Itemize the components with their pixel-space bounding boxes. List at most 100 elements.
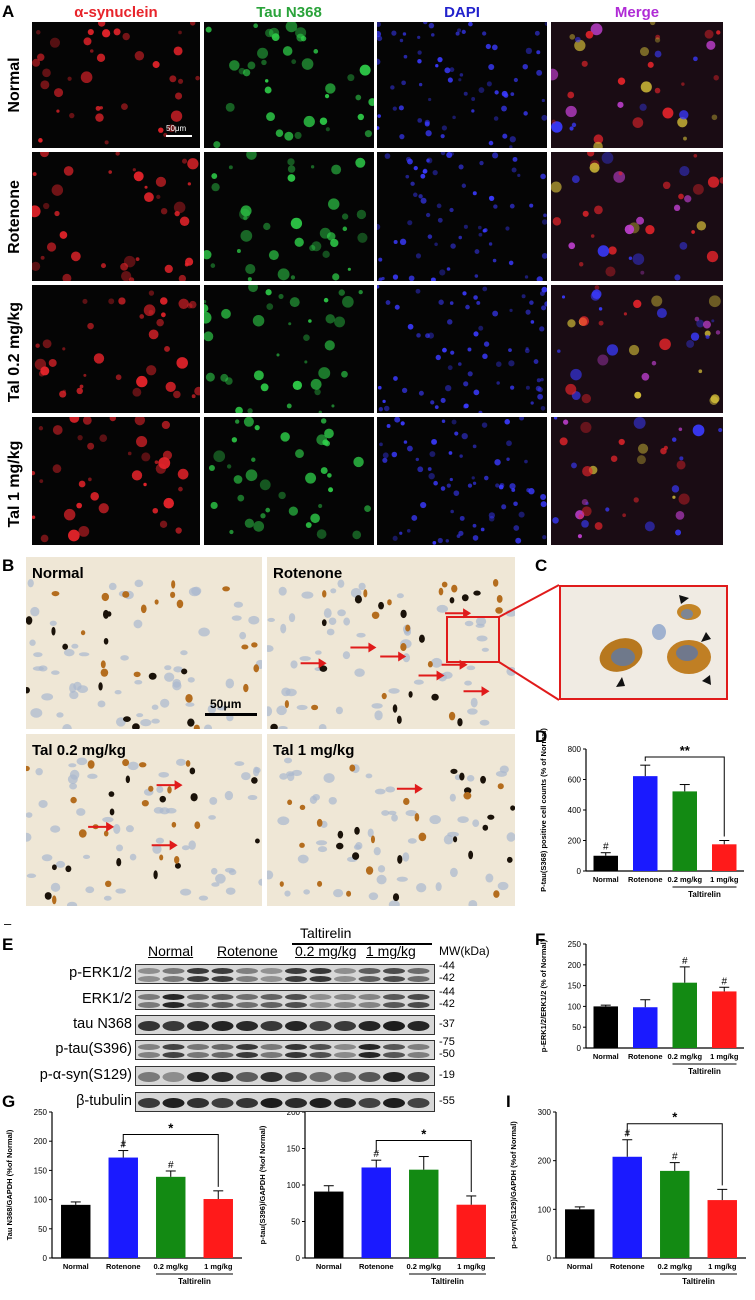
blot-band — [407, 1044, 430, 1050]
micro-cell — [305, 472, 317, 484]
micro-cell — [38, 426, 44, 431]
micro-cell — [399, 38, 404, 43]
blot-band — [187, 976, 209, 982]
micro-cell — [519, 417, 525, 421]
micro-cell — [89, 49, 94, 53]
micro-cell — [706, 250, 719, 263]
ihc-nucleus — [333, 889, 344, 898]
micro-cell — [488, 195, 493, 200]
micro-cell — [446, 483, 451, 488]
ihc-nucleus — [301, 591, 314, 599]
ihc-dark-cell — [397, 855, 403, 864]
micro-cell — [684, 195, 692, 203]
ihc-nucleus — [134, 579, 144, 588]
ihc-dark-cell — [473, 590, 481, 596]
panel-label-i: I — [506, 1092, 511, 1111]
ihc-nucleus — [151, 718, 160, 724]
ihc-dark-cell — [251, 777, 258, 784]
ihc-nucleus — [442, 671, 453, 679]
micro-cell — [407, 323, 414, 330]
micro-cell — [508, 348, 512, 353]
ihc-dark-cell — [427, 661, 433, 668]
micro-cell — [195, 75, 200, 81]
ihc-dark-cell — [468, 850, 474, 860]
micro-cell — [59, 231, 68, 239]
ihc-cells — [267, 579, 515, 729]
ihc-nucleus — [103, 895, 112, 901]
bar-normal — [565, 1209, 595, 1258]
micro-cell — [503, 93, 509, 98]
micro-cell — [148, 309, 154, 315]
micro-cell — [54, 210, 60, 217]
ihc-nucleus — [215, 873, 226, 884]
micro-cell — [148, 290, 155, 296]
micro-cell — [382, 457, 388, 463]
ihc-arrow — [350, 642, 377, 653]
micro-cell — [679, 456, 684, 461]
micro-cell — [493, 116, 499, 121]
micro-cell — [570, 368, 582, 381]
micro-cell — [322, 439, 329, 446]
micro-cell — [525, 309, 531, 315]
blot-band — [285, 1098, 307, 1108]
micro-cell — [559, 437, 568, 446]
micro-cell — [334, 316, 346, 328]
micro-cell — [679, 242, 688, 250]
micro-cell — [417, 35, 421, 39]
micro-cell — [663, 445, 668, 450]
micro-cell — [509, 136, 516, 143]
micro-cell — [46, 242, 57, 252]
micro-cell — [49, 37, 61, 48]
micro-cell — [686, 339, 695, 348]
micro-cell — [486, 81, 492, 87]
micro-cell — [417, 466, 424, 473]
micro-cell — [324, 340, 335, 351]
blot-band — [334, 994, 356, 1000]
micro-cell — [678, 427, 683, 432]
group-label: Taltirelin — [688, 890, 721, 899]
micro-cell — [472, 444, 477, 449]
bar-1mgkg — [712, 844, 737, 871]
ihc-nucleus — [407, 838, 417, 844]
micro-cell — [253, 370, 264, 381]
ihc-nucleus — [129, 853, 137, 861]
micro-cell — [331, 404, 335, 408]
blot-band — [334, 1072, 356, 1082]
ihc-nucleus — [152, 844, 162, 854]
micro-cell — [502, 133, 508, 139]
blot-bands — [138, 1044, 430, 1058]
micro-cell — [450, 152, 454, 156]
micro-cell — [485, 43, 491, 50]
micro-cells — [557, 285, 721, 405]
blot-band — [211, 1044, 234, 1050]
micro-cell — [96, 53, 106, 62]
blot-label-4: p-α-syn(S129) — [39, 1067, 132, 1083]
micro-cell — [68, 529, 80, 542]
ihc-nucleus — [381, 810, 390, 816]
micro-cell — [155, 176, 167, 187]
ihc-nucleus — [29, 639, 36, 646]
ihc-dark-cell — [133, 671, 141, 678]
micro-cell — [524, 459, 528, 464]
blot-strip-2 — [135, 1015, 435, 1035]
micro-cell — [632, 117, 644, 128]
blot-band — [260, 968, 283, 974]
micro-cell — [426, 157, 433, 164]
micro-cell — [673, 204, 681, 211]
micro-cell — [76, 502, 83, 509]
ihc-dark-cell — [101, 592, 110, 602]
micro-cell — [204, 249, 212, 260]
blot-band — [162, 976, 185, 982]
ihc-nucleus — [180, 650, 188, 656]
micro-cell — [320, 418, 327, 424]
ihc-dark-cell — [450, 768, 458, 774]
blot-band — [187, 1072, 209, 1082]
blot-band — [407, 968, 430, 974]
micro-cell — [79, 384, 84, 389]
blot-strip-5 — [135, 1092, 435, 1112]
ihc-nucleus — [87, 773, 98, 779]
y-tick-label: 100 — [568, 1002, 582, 1011]
micro-cell — [32, 470, 36, 476]
micro-cell — [83, 373, 87, 377]
blot-band — [383, 1052, 405, 1058]
